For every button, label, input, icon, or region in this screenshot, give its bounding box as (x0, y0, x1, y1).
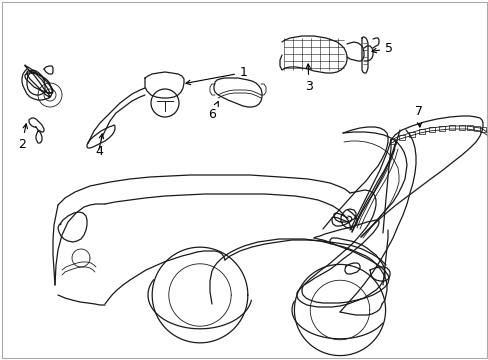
FancyBboxPatch shape (428, 127, 434, 132)
FancyBboxPatch shape (448, 125, 454, 130)
Text: 3: 3 (305, 64, 312, 93)
Text: 5: 5 (371, 42, 392, 55)
FancyBboxPatch shape (438, 126, 444, 131)
FancyBboxPatch shape (479, 127, 485, 132)
Text: 1: 1 (185, 66, 247, 85)
Text: 7: 7 (414, 105, 422, 127)
FancyBboxPatch shape (473, 126, 479, 131)
FancyBboxPatch shape (418, 129, 424, 134)
Text: 4: 4 (95, 134, 103, 158)
FancyBboxPatch shape (466, 125, 472, 130)
FancyBboxPatch shape (458, 125, 464, 130)
Text: 6: 6 (207, 102, 218, 121)
FancyBboxPatch shape (398, 135, 404, 140)
FancyBboxPatch shape (408, 132, 414, 137)
FancyBboxPatch shape (389, 139, 395, 144)
Text: 2: 2 (18, 124, 27, 151)
